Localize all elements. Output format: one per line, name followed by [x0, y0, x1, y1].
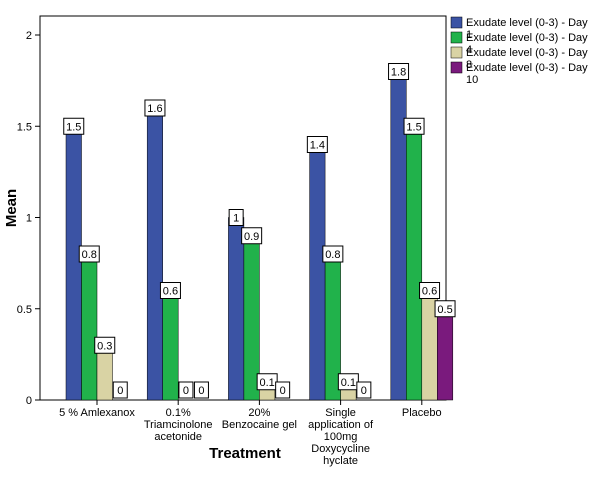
- bar: [146, 107, 163, 401]
- data-label: 0.3: [97, 340, 112, 352]
- data-label-box: [193, 381, 209, 399]
- data-label: 0: [280, 385, 286, 397]
- y-tick-label: 1: [26, 213, 32, 225]
- data-label: 1.8: [391, 67, 406, 79]
- legend-label: Exudate level (0-3) - Day 8: [466, 47, 588, 71]
- data-label: 0: [361, 385, 367, 397]
- data-label-box: [112, 381, 128, 399]
- data-label-box: [356, 381, 372, 399]
- bars-group: [65, 71, 454, 401]
- data-label-box: [159, 282, 181, 299]
- data-label: 0.8: [325, 249, 340, 261]
- x-tick-label: Placebo: [402, 407, 442, 419]
- data-label: 0.5: [437, 304, 452, 316]
- data-label-box: [63, 117, 85, 135]
- bar: [309, 144, 326, 401]
- data-label: 0.6: [422, 286, 437, 298]
- legend-swatch: [450, 46, 463, 59]
- y-tick-label: 1.5: [17, 121, 32, 133]
- x-tick-label: 5 % Amlexanox: [59, 407, 135, 419]
- legend-swatch: [450, 16, 463, 29]
- legend-swatch: [450, 31, 463, 44]
- data-label-box: [94, 336, 116, 354]
- data-label-box: [228, 209, 244, 226]
- data-label-box: [306, 136, 328, 153]
- x-tick-label: 20% Benzocaine gel: [222, 407, 297, 431]
- legend-label: Exudate level (0-3) - Day 4: [466, 32, 588, 56]
- data-label: 1: [233, 213, 239, 225]
- y-axis: 0 0.5 1 1.5 2: [17, 30, 40, 407]
- y-tick-label: 0.5: [17, 304, 32, 316]
- data-label: 0: [198, 385, 204, 397]
- y-tick-label: 2: [26, 30, 32, 42]
- legend-swatch: [450, 61, 463, 74]
- data-label: 1.4: [310, 140, 325, 152]
- x-tick-label: 0.1% Triamcinolone acetonide: [144, 407, 213, 443]
- data-label: 0.8: [82, 249, 97, 261]
- legend-label: Exudate level (0-3) - Day 1: [466, 17, 588, 41]
- data-label-box: [78, 245, 100, 263]
- data-label: 0.6: [163, 286, 178, 298]
- y-axis-title: Mean: [3, 189, 20, 227]
- data-label-box: [178, 381, 194, 399]
- data-label: 0: [117, 385, 123, 397]
- data-label-box: [403, 117, 425, 135]
- bar: [162, 290, 179, 401]
- data-label: 0.1: [260, 377, 275, 389]
- y-tick-label: 0: [26, 395, 32, 407]
- bar: [437, 308, 454, 401]
- data-label-box: [144, 99, 166, 117]
- data-label-box: [241, 227, 263, 245]
- bar: [228, 217, 245, 401]
- data-label: 1.5: [406, 121, 421, 133]
- value-labels-group: 1.50.80.301.60.60 010.90.101.40.80.101.81…: [63, 63, 456, 399]
- bar: [81, 253, 98, 401]
- data-label-box: [388, 63, 410, 80]
- data-label-box: [419, 282, 441, 299]
- data-label-box: [434, 300, 456, 318]
- data-label: 0.1: [341, 377, 356, 389]
- data-label: 1.5: [66, 121, 81, 133]
- data-label: 0: [183, 385, 189, 397]
- data-label: 0.9: [244, 231, 259, 243]
- bar: [406, 126, 423, 401]
- bar: [65, 126, 82, 401]
- data-label-box: [275, 381, 291, 399]
- x-tick-label: Single application of 100mg Doxycycline hycl…: [308, 407, 374, 467]
- data-label: 1.6: [147, 103, 162, 115]
- data-label-box: [322, 245, 344, 263]
- legend-label: Exudate level (0-3) - Day 10: [466, 62, 588, 86]
- x-axis: 5 % Amlexanox 0.1% Triamcinolone acetonide 2…: [59, 400, 442, 467]
- x-axis-title: Treatment: [209, 445, 281, 462]
